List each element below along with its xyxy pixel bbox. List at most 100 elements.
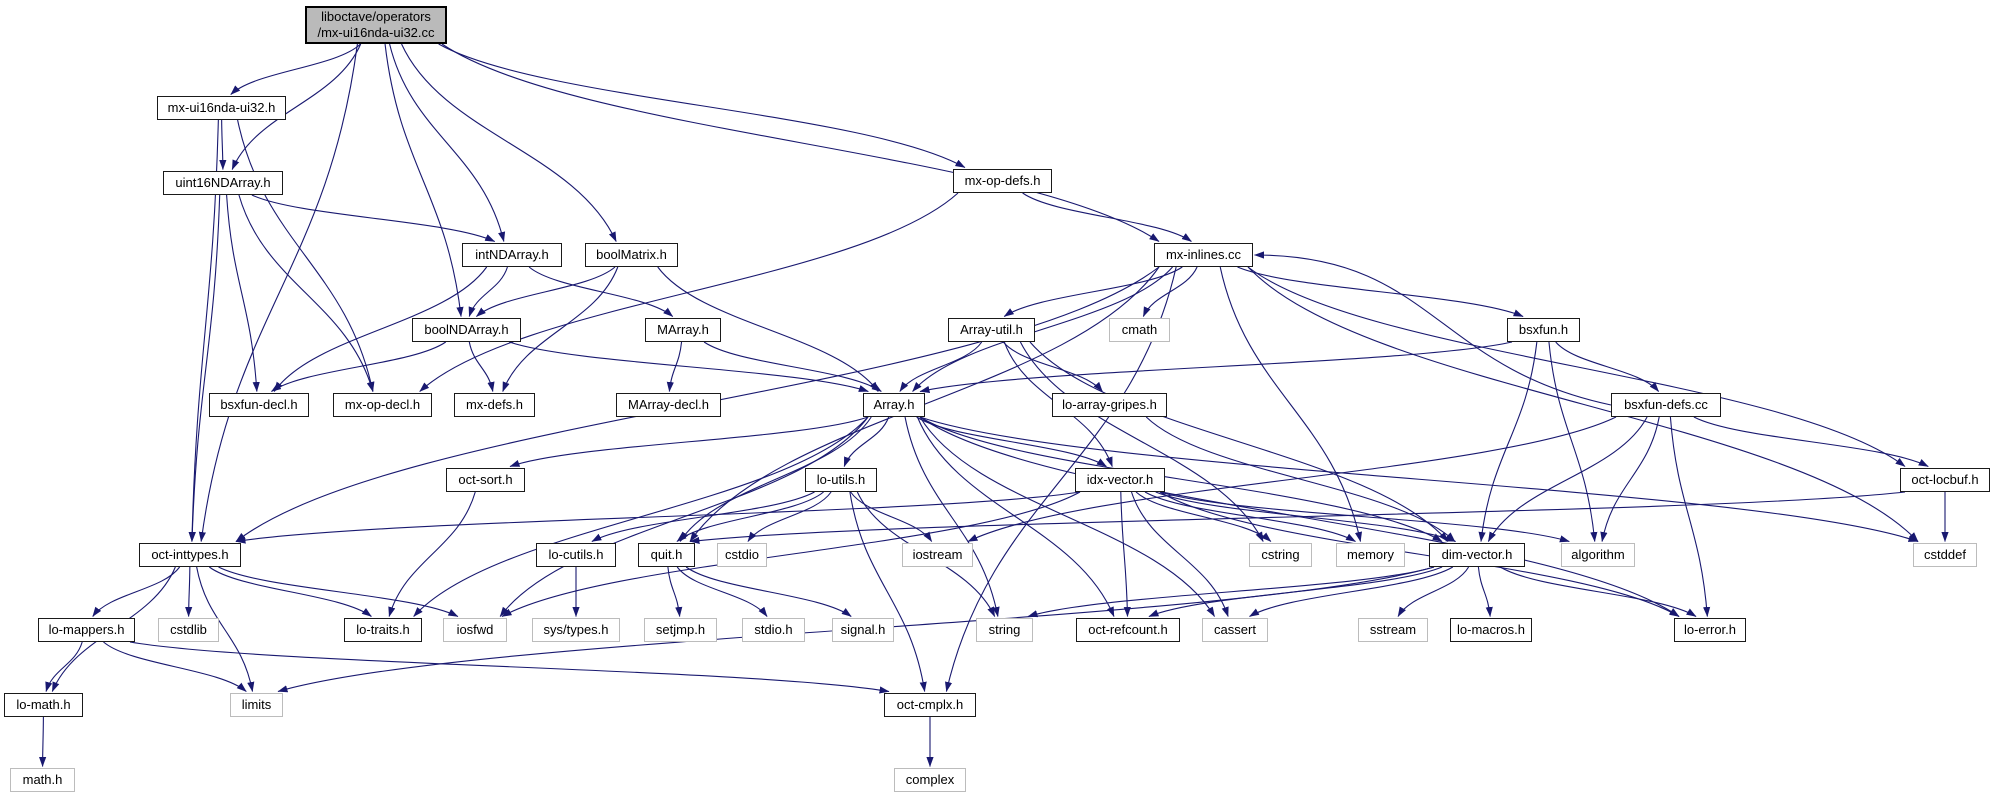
dependency-edge (850, 491, 933, 542)
node-quit-h[interactable]: quit.h (638, 543, 695, 567)
node-lo-math-h[interactable]: lo-math.h (4, 693, 83, 717)
dependency-edge (1144, 491, 1356, 542)
node-math-h[interactable]: math.h (10, 768, 75, 792)
node-oct-sort-h[interactable]: oct-sort.h (446, 468, 525, 492)
dependency-edge (676, 566, 768, 617)
node-array-h[interactable]: Array.h (863, 393, 925, 417)
dependency-edge (219, 119, 227, 170)
node-cstring[interactable]: cstring (1249, 543, 1312, 567)
node-lo-error-h[interactable]: lo-error.h (1674, 618, 1746, 642)
node-lo-mappers-h[interactable]: lo-mappers.h (38, 618, 135, 642)
dependency-edge (1219, 266, 1362, 542)
dependency-edge (904, 416, 1000, 617)
dependency-edge (273, 266, 488, 392)
node-memory[interactable]: memory (1336, 543, 1405, 567)
node-cstddef[interactable]: cstddef (1913, 543, 1977, 567)
node-mx-defs-h[interactable]: mx-defs.h (454, 393, 535, 417)
dependency-edge (919, 416, 1216, 617)
dependency-edge (509, 416, 869, 468)
node-uint16ndarray-h[interactable]: uint16NDArray.h (163, 171, 283, 195)
node-mx-inlines-cc[interactable]: mx-inlines.cc (1154, 243, 1253, 267)
dependency-edge (468, 341, 495, 392)
node-cstdlib[interactable]: cstdlib (158, 618, 219, 642)
node-lo-macros-h[interactable]: lo-macros.h (1450, 618, 1532, 642)
dependency-edge (1500, 566, 1697, 617)
node-iosfwd[interactable]: iosfwd (443, 618, 507, 642)
node-lo-traits-h[interactable]: lo-traits.h (344, 618, 422, 642)
node-bsxfun-defs-cc[interactable]: bsxfun-defs.cc (1611, 393, 1721, 417)
dependency-edge (39, 716, 47, 767)
dependency-edge (1247, 266, 1906, 467)
dependency-edge (1397, 566, 1470, 617)
node-root[interactable]: liboctave/operators /mx-ui16nda-ui32.cc (305, 6, 447, 44)
dependency-edge (1003, 266, 1183, 317)
dependency-edge (1120, 491, 1131, 617)
dependency-edge (1159, 491, 1680, 617)
dependency-edge (1254, 251, 1612, 406)
dependency-edge (501, 491, 1081, 617)
node-setjmp-h[interactable]: setjmp.h (644, 618, 717, 642)
dependency-edge (231, 43, 362, 170)
node-limits[interactable]: limits (230, 693, 283, 717)
dependency-edge (502, 266, 619, 392)
node-oct-locbuf-h[interactable]: oct-locbuf.h (1900, 468, 1990, 492)
node-bsxfun-h[interactable]: bsxfun.h (1507, 318, 1580, 342)
dependency-edge (591, 491, 815, 542)
node-cassert[interactable]: cassert (1202, 618, 1268, 642)
dependency-edge (1159, 491, 1570, 543)
dependency-edge (1249, 566, 1454, 617)
dependency-edge (251, 194, 496, 242)
node-stdio-h[interactable]: stdio.h (742, 618, 805, 642)
dependency-edge (679, 416, 872, 542)
dependency-edge (1693, 416, 1929, 467)
dependency-edge (912, 266, 1173, 392)
node-oct-refcount-h[interactable]: oct-refcount.h (1076, 618, 1180, 642)
dependency-edge (208, 566, 372, 617)
node-sys-types-h[interactable]: sys/types.h (532, 618, 620, 642)
node-mx-op-defs-h[interactable]: mx-op-defs.h (953, 169, 1052, 193)
dependency-edge (235, 491, 1081, 544)
node-oct-inttypes-h[interactable]: oct-inttypes.h (139, 543, 241, 567)
dependency-edge (919, 341, 1513, 393)
node-signal-h[interactable]: signal.h (832, 618, 894, 642)
node-algorithm[interactable]: algorithm (1561, 543, 1635, 567)
node-cmath[interactable]: cmath (1109, 318, 1170, 342)
dependency-edge (843, 416, 890, 467)
dependency-edge (419, 192, 959, 392)
dependency-edge (919, 416, 1443, 542)
node-marray-decl-h[interactable]: MArray-decl.h (616, 393, 721, 417)
dependency-edge (1237, 266, 1524, 318)
node-array-util-h[interactable]: Array-util.h (948, 318, 1035, 342)
node-lo-utils-h[interactable]: lo-utils.h (805, 468, 877, 492)
node-oct-cmplx-h[interactable]: oct-cmplx.h (884, 693, 976, 717)
node-complex[interactable]: complex (894, 768, 966, 792)
node-cstdio[interactable]: cstdio (717, 543, 767, 567)
dependency-edge (218, 566, 459, 617)
dependency-edge (196, 566, 255, 692)
node-boolmatrix-h[interactable]: boolMatrix.h (585, 243, 678, 267)
node-string[interactable]: string (976, 618, 1033, 642)
dependency-edge (45, 641, 83, 692)
dependency-edge (509, 341, 869, 393)
node-lo-cutils-h[interactable]: lo-cutils.h (536, 543, 616, 567)
dependency-edge (413, 416, 869, 617)
node-lo-array-gripes-h[interactable]: lo-array-gripes.h (1052, 393, 1167, 417)
node-dim-vector-h[interactable]: dim-vector.h (1429, 543, 1525, 567)
dependency-edge (271, 341, 447, 392)
node-iostream[interactable]: iostream (902, 543, 973, 567)
node-bsxfun-decl-h[interactable]: bsxfun-decl.h (209, 393, 309, 417)
dependency-edge (1148, 566, 1443, 618)
dependency-edge (384, 43, 464, 317)
node-boolndarray-h[interactable]: boolNDArray.h (412, 318, 521, 342)
node-sstream[interactable]: sstream (1358, 618, 1428, 642)
dependency-edge (499, 416, 869, 617)
dependency-edge (1029, 341, 1449, 542)
node-intndarray-h[interactable]: intNDArray.h (462, 243, 562, 267)
node-mx-ui16nda-ui32-h[interactable]: mx-ui16nda-ui32.h (157, 96, 286, 120)
node-mx-op-decl-h[interactable]: mx-op-decl.h (333, 393, 432, 417)
dependency-edge (967, 416, 1617, 542)
node-idx-vector-h[interactable]: idx-vector.h (1075, 468, 1165, 492)
node-marray-h[interactable]: MArray.h (645, 318, 721, 342)
dependency-edge (103, 641, 247, 692)
